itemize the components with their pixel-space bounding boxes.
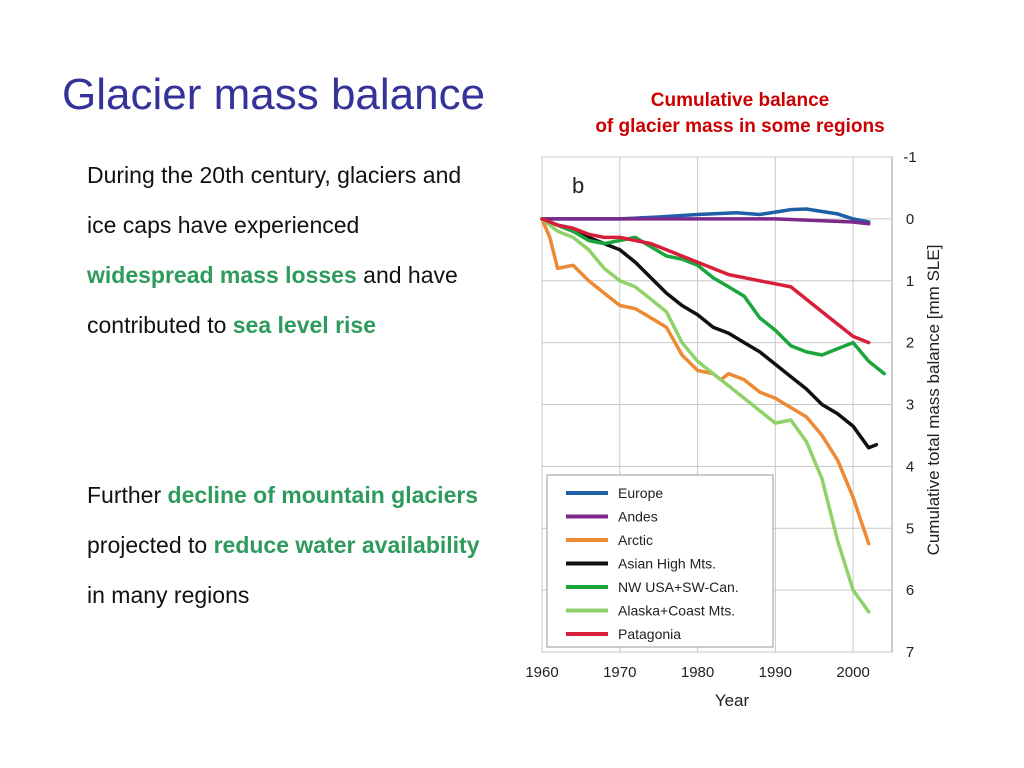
y-tick-label: 6 <box>906 582 914 599</box>
x-tick-label: 1970 <box>603 664 636 681</box>
chart-caption: Cumulative balance of glacier mass in so… <box>540 88 940 140</box>
y-tick-label: 7 <box>906 644 914 661</box>
y-axis-label: Cumulative total mass balance [mm SLE] <box>924 245 943 556</box>
p1-highlight-sea-level-rise: sea level rise <box>232 312 376 338</box>
x-axis-label: Year <box>715 691 750 710</box>
chart-caption-line-2: of glacier mass in some regions <box>595 116 885 137</box>
y-tick-label: 5 <box>906 520 914 537</box>
legend-label-nw-usa-sw-can: NW USA+SW-Can. <box>618 579 739 595</box>
x-tick-label: 1980 <box>681 664 714 681</box>
legend-label-arctic: Arctic <box>618 532 653 548</box>
legend-label-europe: Europe <box>618 485 663 501</box>
legend-label-andes: Andes <box>618 509 658 525</box>
x-tick-labels: 1960 1970 1980 1990 2000 <box>525 664 869 681</box>
legend-box <box>546 474 774 648</box>
p2-text-a: Further <box>87 482 168 508</box>
p2-text-e: in many regions <box>87 582 250 608</box>
x-tick-label: 1960 <box>525 664 558 681</box>
p1-highlight-widespread-losses: widespread mass losses <box>87 262 357 288</box>
y-tick-label: 3 <box>906 397 914 414</box>
legend-label-patagonia: Patagonia <box>618 626 681 642</box>
legend-label-alaska-coast-mts: Alaska+Coast Mts. <box>618 603 735 619</box>
series-line-arctic <box>540 217 871 546</box>
panel-label: b <box>572 173 584 198</box>
p2-highlight-decline: decline of mountain glaciers <box>167 482 479 508</box>
y-tick-label: 0 <box>906 211 914 228</box>
y-tick-label: 1 <box>906 273 914 290</box>
legend: Europe Andes Arctic Asian High Mts. NW USA+S… <box>546 474 774 648</box>
y-tick-label: -1 <box>903 149 916 166</box>
series-line-andes <box>540 217 871 226</box>
p2-highlight-water-availability: reduce water availability <box>213 532 480 558</box>
series-lines <box>540 207 886 614</box>
paragraph-mass-losses: During the 20th century, glaciers and ic… <box>87 150 487 350</box>
y-tick-labels: -1 0 1 2 3 4 5 6 7 <box>903 149 916 661</box>
slide-title: Glacier mass balance <box>62 70 486 119</box>
series-line-nw-usa-sw-can <box>540 217 886 376</box>
y-tick-label: 2 <box>906 335 914 352</box>
legend-label-asian-high-mts: Asian High Mts. <box>618 556 716 572</box>
series-line-alaska-coast-mts <box>540 217 871 614</box>
chart-caption-line-1: Cumulative balance <box>650 90 830 111</box>
x-tick-label: 1990 <box>759 664 792 681</box>
y-tick-label: 4 <box>906 458 914 475</box>
p1-text-c: and have contributed to <box>87 262 458 338</box>
p1-text-a: During the 20th century, glaciers and ic… <box>87 162 462 238</box>
series-line-patagonia <box>540 217 871 345</box>
paragraph-projection: Further decline of mountain glaciers pro… <box>87 470 487 620</box>
mass-balance-chart: 1960 1970 1980 1990 2000 -1 0 1 2 3 4 5 6 7 b Year C… <box>525 149 943 710</box>
p2-text-c: projected to <box>87 532 214 558</box>
x-tick-label: 2000 <box>836 664 869 681</box>
